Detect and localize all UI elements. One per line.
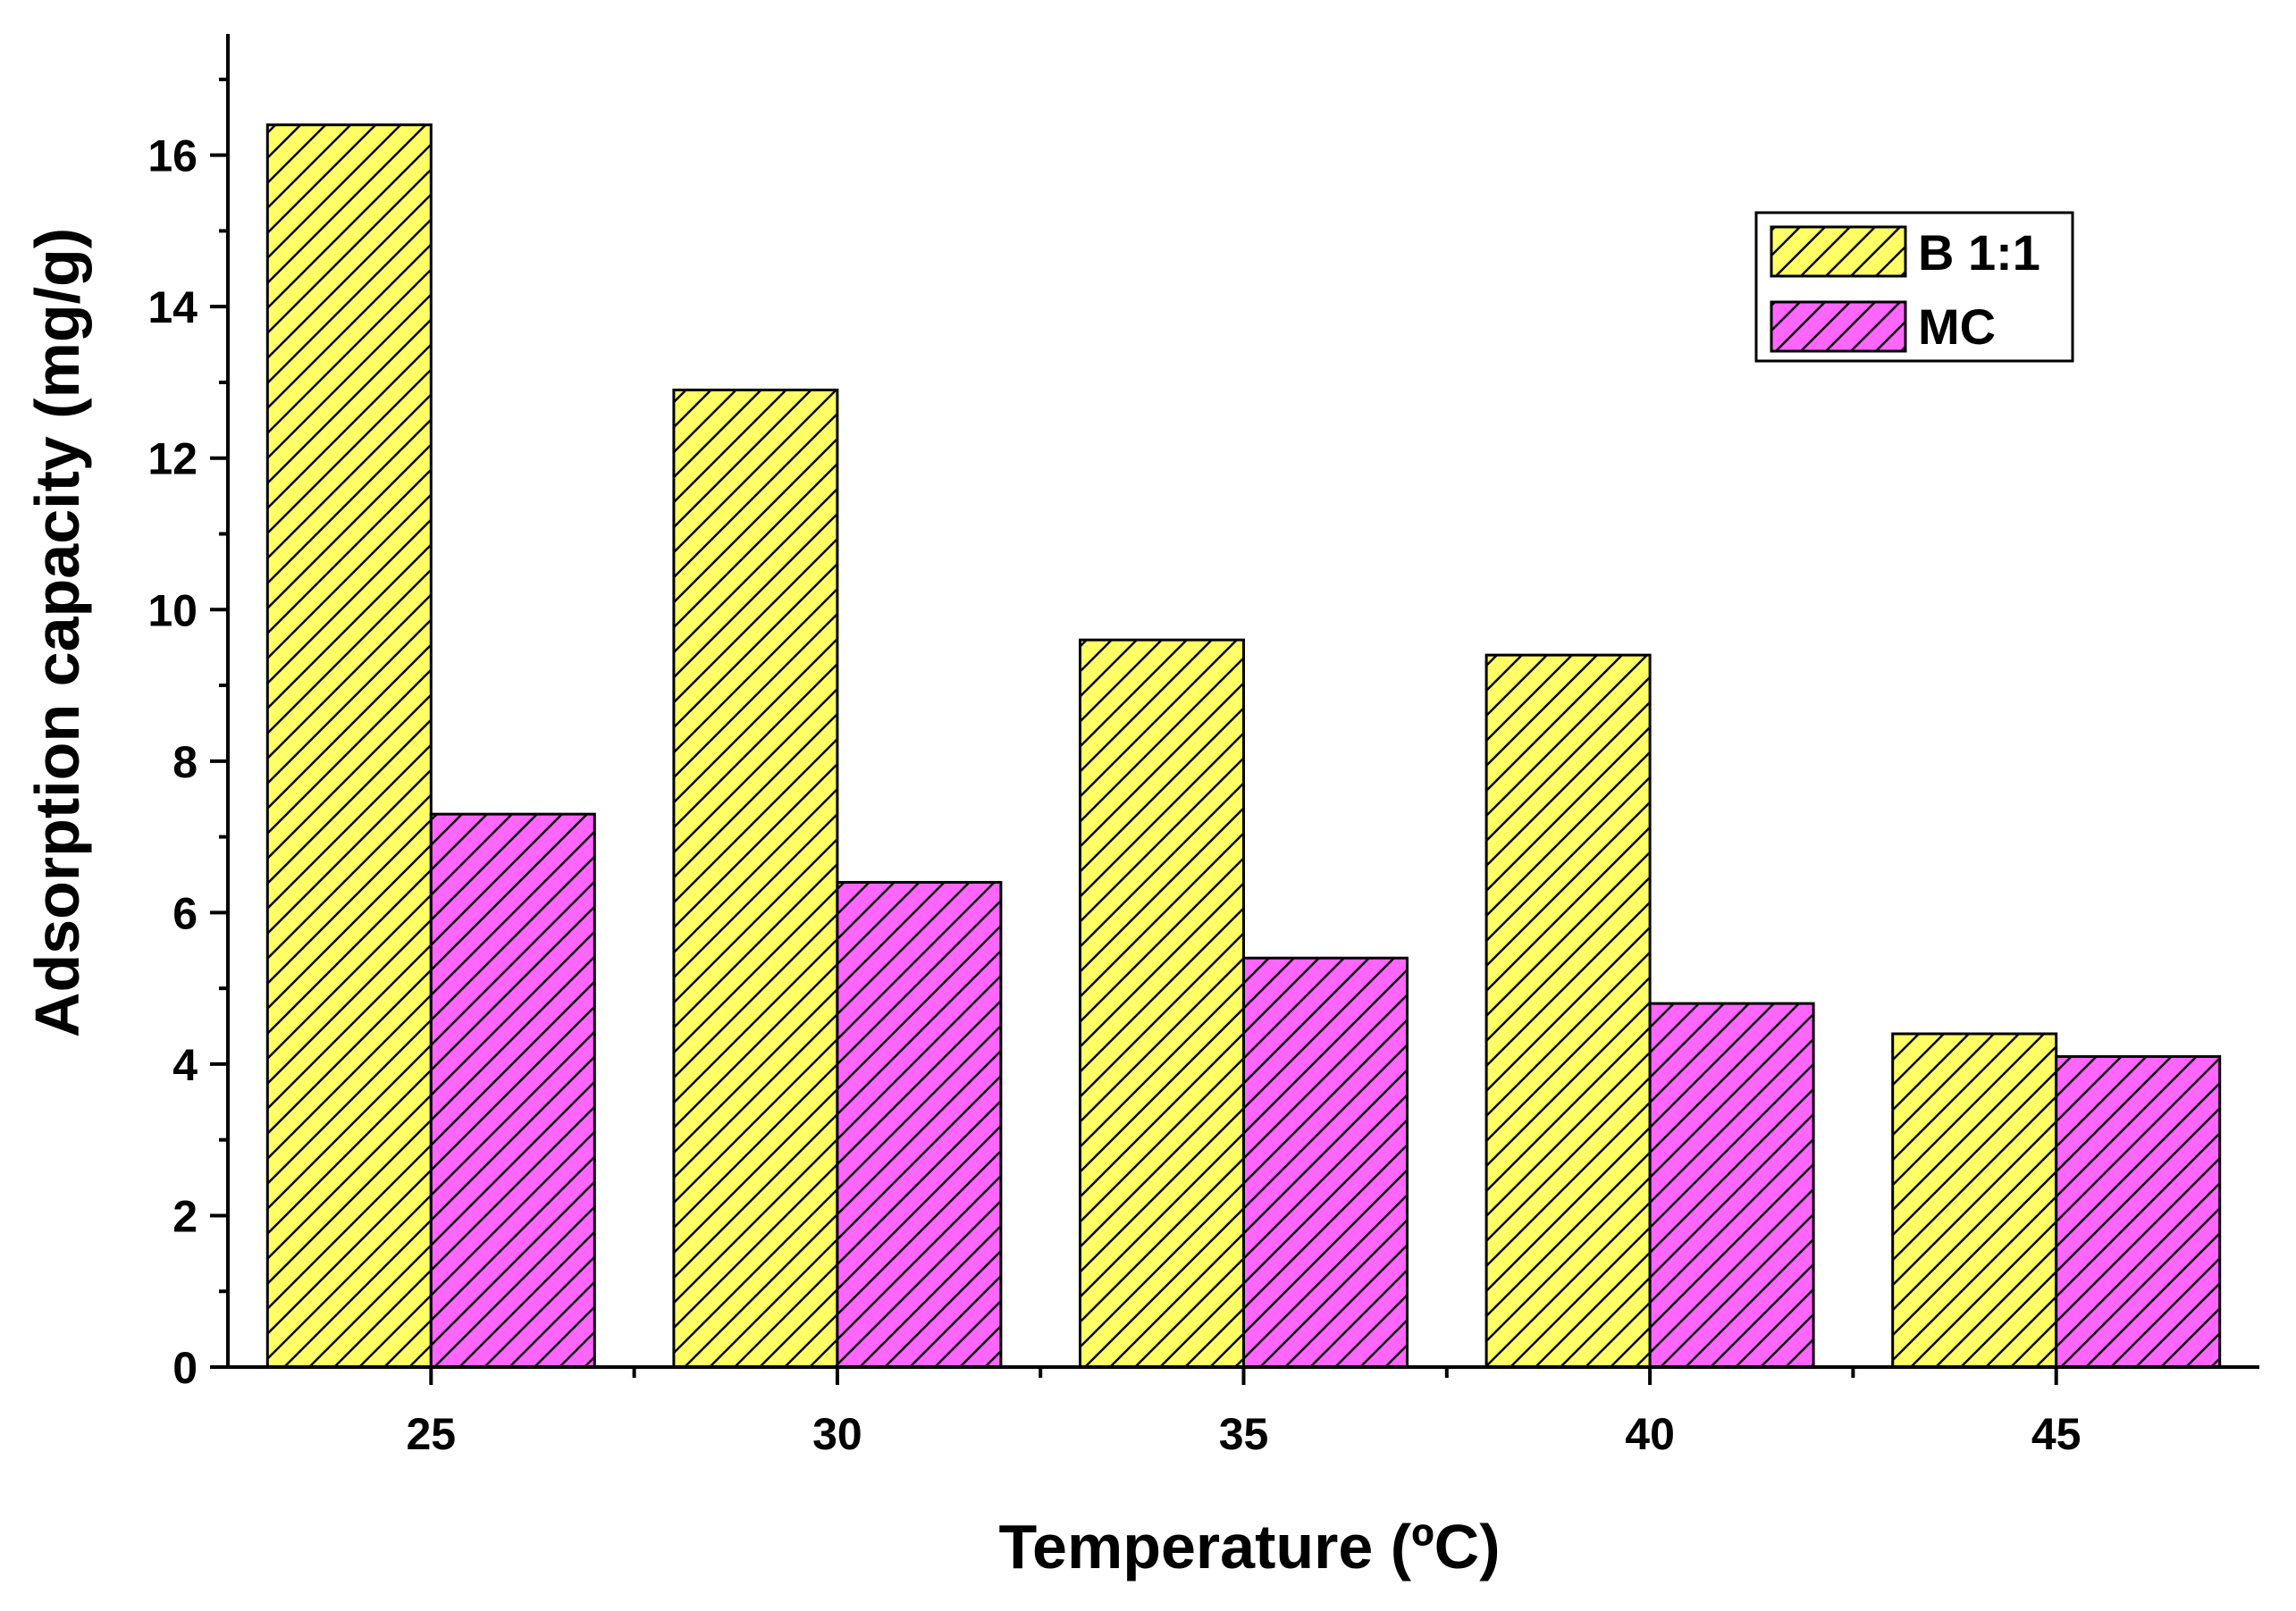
x-tick-label-40: 40 bbox=[1625, 1409, 1675, 1459]
bar-b-1-1-45 bbox=[1891, 1032, 2058, 1369]
legend-swatch-mc bbox=[1770, 300, 1907, 353]
y-tick-label-2: 2 bbox=[172, 1191, 198, 1241]
y-tick-label-10: 10 bbox=[147, 585, 198, 635]
legend-swatch-b-1-1 bbox=[1770, 225, 1907, 278]
bar-mc-45 bbox=[2055, 1054, 2222, 1369]
y-tick-label-12: 12 bbox=[147, 434, 198, 484]
bar-mc-30 bbox=[836, 880, 1003, 1369]
bar-b-1-1-30 bbox=[672, 388, 839, 1369]
y-tick-label-14: 14 bbox=[147, 282, 198, 332]
bar-mc-40 bbox=[1648, 1002, 1815, 1369]
y-axis-title: Adsorption capacity (mg/g) bbox=[22, 228, 92, 1037]
bars-layer bbox=[265, 123, 2222, 1369]
legend: B 1:1 MC bbox=[1754, 211, 2074, 363]
bar-b-1-1-40 bbox=[1484, 653, 1652, 1369]
x-tick-label-25: 25 bbox=[406, 1409, 456, 1459]
legend-label-b-1-1: B 1:1 bbox=[1918, 224, 2040, 281]
x-tick-label-35: 35 bbox=[1219, 1409, 1269, 1459]
y-tick-label-16: 16 bbox=[147, 131, 198, 181]
y-tick-label-4: 4 bbox=[172, 1040, 198, 1090]
x-axis-title: Temperature (ºC) bbox=[998, 1512, 1500, 1582]
bar-b-1-1-25 bbox=[265, 123, 433, 1369]
bar-b-1-1-35 bbox=[1079, 638, 1245, 1369]
y-tick-label-6: 6 bbox=[172, 888, 198, 938]
ticks-layer: 0 2 4 6 8 10 12 14 16 25 30 35 40 45 bbox=[147, 77, 2082, 1459]
bar-mc-25 bbox=[429, 812, 596, 1369]
y-tick-label-0: 0 bbox=[172, 1343, 198, 1393]
bar-mc-35 bbox=[1242, 956, 1409, 1369]
x-tick-label-30: 30 bbox=[812, 1409, 862, 1459]
legend-label-mc: MC bbox=[1918, 298, 1996, 355]
y-tick-label-8: 8 bbox=[172, 737, 198, 787]
x-tick-label-45: 45 bbox=[2031, 1409, 2082, 1459]
